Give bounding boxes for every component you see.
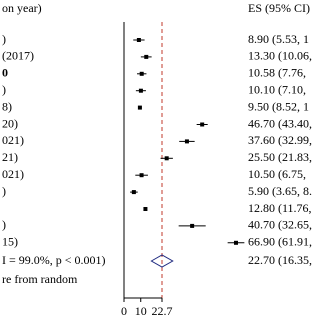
header-study: on year) <box>2 1 42 15</box>
x-tick-label: 10 <box>135 304 147 318</box>
point-estimate <box>143 207 148 211</box>
study-label: ) <box>2 184 6 198</box>
es-label: 37.60 (32.99, <box>248 133 312 147</box>
point-estimate <box>144 54 149 59</box>
es-label: 13.30 (10.06, <box>248 49 312 63</box>
es-label: 12.80 (11.76, <box>248 201 312 215</box>
study-label: ) <box>2 218 6 232</box>
point-estimate <box>233 240 238 245</box>
study-label: 8) <box>2 99 12 113</box>
study-label: 20) <box>2 116 18 130</box>
point-estimate <box>139 173 144 178</box>
study-label: 15) <box>2 235 18 249</box>
study-label: ) <box>2 82 6 96</box>
point-estimate <box>136 38 141 42</box>
study-label: (2017) <box>2 49 34 63</box>
point-estimate <box>131 190 136 195</box>
study-label: 0 <box>2 66 8 80</box>
x-tick-label: 0 <box>121 304 127 318</box>
point-estimate <box>184 139 189 144</box>
es-label: 46.70 (43.40, <box>248 116 312 130</box>
es-label: 10.50 (6.75, <box>248 167 306 181</box>
pooled-es-label: 22.70 (16.35, <box>248 253 312 267</box>
es-label: 5.90 (3.65, 8. <box>248 184 312 198</box>
es-label: 9.50 (8.52, 1 <box>248 99 309 113</box>
point-estimate <box>139 71 144 76</box>
study-label: 21) <box>2 150 18 164</box>
es-label: 25.50 (21.83, <box>248 150 312 164</box>
footnote: re from random <box>2 272 78 286</box>
point-estimate <box>190 223 195 228</box>
point-estimate <box>138 88 143 93</box>
es-label: 10.58 (7.76, <box>248 66 306 80</box>
pooled-label: I = 99.0%, p < 0.001) <box>2 253 106 267</box>
es-label: 8.90 (5.53, 1 <box>248 32 309 46</box>
point-estimate <box>137 105 142 110</box>
es-label: 40.70 (32.65, <box>248 218 312 232</box>
header-es: ES (95% CI) <box>248 1 310 15</box>
pooled-diamond <box>150 254 174 268</box>
point-estimate <box>200 122 205 127</box>
study-label: ) <box>2 32 6 46</box>
study-label: 021) <box>2 133 24 147</box>
es-label: 10.10 (7.10, <box>248 82 306 96</box>
es-label: 66.90 (61.91, <box>248 235 312 249</box>
x-tick-label: 22.7 <box>152 304 173 318</box>
study-label: 021) <box>2 167 24 181</box>
point-estimate <box>164 156 169 161</box>
